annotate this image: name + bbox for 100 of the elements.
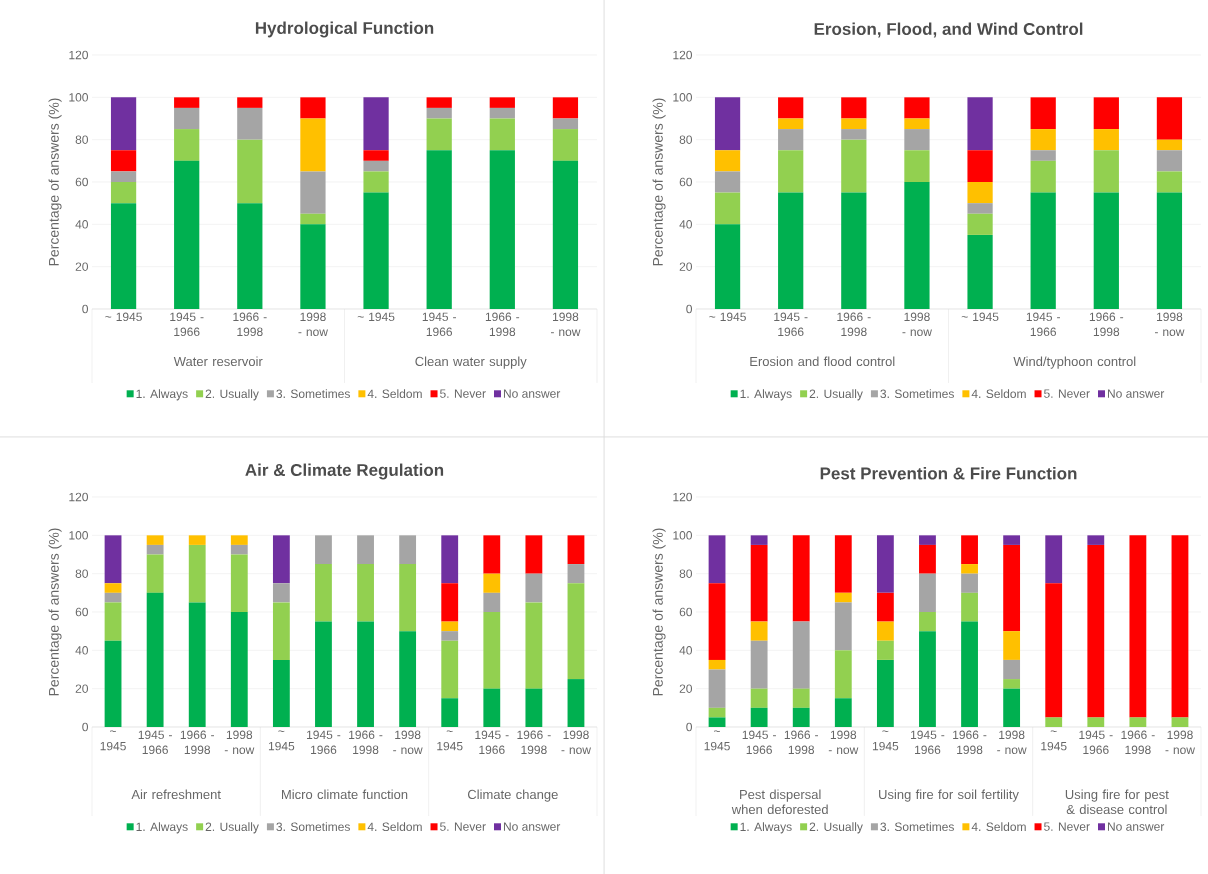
bar [714, 192, 741, 225]
bar [708, 669, 726, 708]
legend-label: 5. Never [440, 822, 486, 831]
y-tick-label: 20 [75, 262, 89, 271]
y-tick-label: 0 [686, 722, 693, 732]
y-tick-label: 120 [673, 492, 693, 502]
legend-label: 1. Always [136, 389, 188, 401]
bar [841, 97, 867, 119]
bar [272, 583, 290, 603]
bar [1093, 150, 1119, 193]
bar [1045, 717, 1063, 727]
y-axis-title: Percentage of answers (%) [652, 98, 666, 266]
legend-label: 2. Usually [205, 822, 259, 834]
legend-label: No answer [503, 822, 561, 831]
bar [834, 602, 852, 651]
bar [778, 129, 804, 151]
text: Using fire for soil fertility [879, 789, 1019, 802]
bar [110, 182, 137, 204]
bar [778, 192, 804, 309]
bar [1003, 659, 1021, 680]
bar [300, 97, 326, 119]
x-tick-label: ~ 1945 [1041, 730, 1067, 751]
x-tick-label: 1945 - 1966 [774, 312, 808, 337]
bar [363, 171, 389, 193]
bar [483, 535, 501, 574]
x-tick-label: 1966 - 1998 [517, 730, 551, 755]
bar [1030, 129, 1056, 151]
bar [919, 535, 936, 545]
bar [188, 544, 206, 603]
bar [1030, 150, 1056, 161]
x-tick-label: 1998 - now [298, 312, 328, 337]
text: Climate change [467, 789, 558, 802]
x-tick-label: 1998 - now [224, 730, 255, 755]
bar [778, 150, 804, 193]
bar [315, 621, 332, 727]
x-tick-label: 1998 - now [550, 312, 581, 337]
bar [1045, 535, 1063, 584]
y-tick-label: 100 [69, 531, 89, 540]
y-tick-label: 0 [82, 304, 89, 314]
bar [110, 203, 137, 309]
bar [363, 192, 389, 309]
bar [552, 118, 579, 130]
legend-label: 1. Always [740, 389, 792, 401]
legend-label: 5. Never [440, 389, 486, 398]
bar [525, 602, 543, 689]
bar [146, 592, 164, 727]
x-tick-label: 1945 - 1966 [911, 730, 945, 755]
bar [483, 612, 501, 689]
bar [961, 535, 978, 565]
bar [1087, 544, 1105, 718]
legend-label: No answer [1107, 389, 1165, 398]
bar [489, 97, 515, 108]
bar [1156, 97, 1183, 140]
bar [904, 182, 930, 309]
bar [567, 535, 585, 565]
x-tick-label: 1945 - 1966 [422, 312, 456, 337]
bar [967, 203, 993, 214]
bar [489, 150, 515, 309]
legend-label: 4. Seldom [367, 822, 422, 831]
y-axis-title: Percentage of answers (%) [652, 528, 666, 696]
bar [426, 107, 452, 119]
bar [399, 631, 417, 727]
y-tick-label: 60 [75, 607, 89, 617]
x-tick-label: 1945 - 1966 [170, 312, 204, 337]
bar [1129, 717, 1147, 727]
legend-label: 3. Sometimes [276, 389, 350, 398]
legend-label: 1. Always [136, 822, 188, 834]
bar [230, 612, 248, 727]
bar [104, 602, 122, 641]
bar [714, 171, 741, 193]
bar [1093, 97, 1119, 130]
bar [750, 688, 768, 708]
bar [708, 717, 726, 727]
bar [876, 659, 894, 727]
x-tick-label: 1945 - 1966 [742, 730, 776, 755]
x-tick-label: ~ 1945 [961, 312, 999, 322]
chart-title: Erosion, Flood, and Wind Control [814, 22, 1083, 38]
bar [708, 583, 726, 660]
y-tick-label: 0 [82, 722, 89, 732]
bar [272, 535, 290, 584]
x-tick-label: 1945 - 1966 [138, 730, 172, 755]
y-tick-label: 80 [75, 135, 89, 144]
bar [110, 171, 137, 182]
bar [967, 150, 993, 182]
y-tick-label: 100 [69, 93, 89, 102]
bar [904, 97, 930, 119]
bar [174, 107, 200, 130]
bar [441, 631, 459, 641]
x-tick-label: 1998 - now [828, 730, 859, 755]
bar [1003, 544, 1021, 632]
bar [300, 213, 326, 225]
bar [489, 118, 515, 151]
bar [1003, 535, 1021, 545]
bar [174, 129, 200, 161]
x-tick-label: 1966 - 1998 [349, 730, 383, 755]
bar [525, 688, 543, 727]
bar [300, 224, 326, 309]
bar [104, 535, 122, 584]
legend-label: 1. Always [740, 822, 792, 834]
bar [174, 160, 200, 309]
